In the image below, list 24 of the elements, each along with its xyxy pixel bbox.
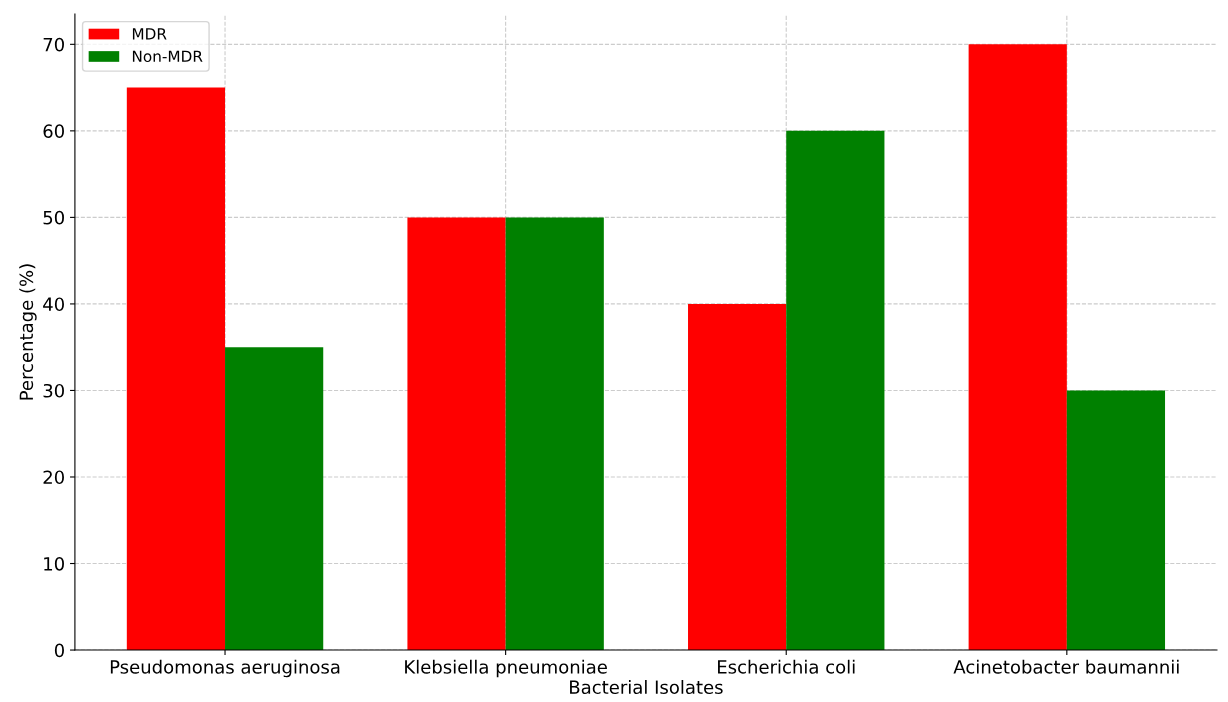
x-tick-label: Pseudomonas aeruginosa xyxy=(110,659,340,678)
y-tick-label: 10 xyxy=(44,556,64,571)
y-tick-label: 20 xyxy=(43,470,64,485)
bar xyxy=(968,44,1067,651)
y-axis-title: Percentage (%) xyxy=(19,264,37,400)
x-axis-title: Bacterial Isolates xyxy=(570,680,723,694)
bar xyxy=(505,217,604,651)
y-tick-label: 40 xyxy=(43,297,64,312)
y-tick-label: 0 xyxy=(54,643,64,658)
bar xyxy=(688,303,787,651)
bar xyxy=(407,217,506,651)
bar xyxy=(1066,390,1166,651)
x-tick-label: Acinetobacter baumannii xyxy=(953,659,1179,674)
bar xyxy=(786,130,885,651)
y-tick-label: 70 xyxy=(43,37,64,52)
x-tick-label: Klebsiella pneumoniae xyxy=(405,659,607,678)
x-tick-label: Escherichia coli xyxy=(718,659,855,674)
bar xyxy=(225,347,324,651)
bar xyxy=(126,87,226,651)
y-tick-label: 30 xyxy=(43,383,64,398)
y-tick-label: 50 xyxy=(43,210,64,225)
legend-label: Non-MDR xyxy=(132,50,203,63)
y-tick-label: 60 xyxy=(43,124,64,138)
legend-label: MDR xyxy=(132,28,167,40)
